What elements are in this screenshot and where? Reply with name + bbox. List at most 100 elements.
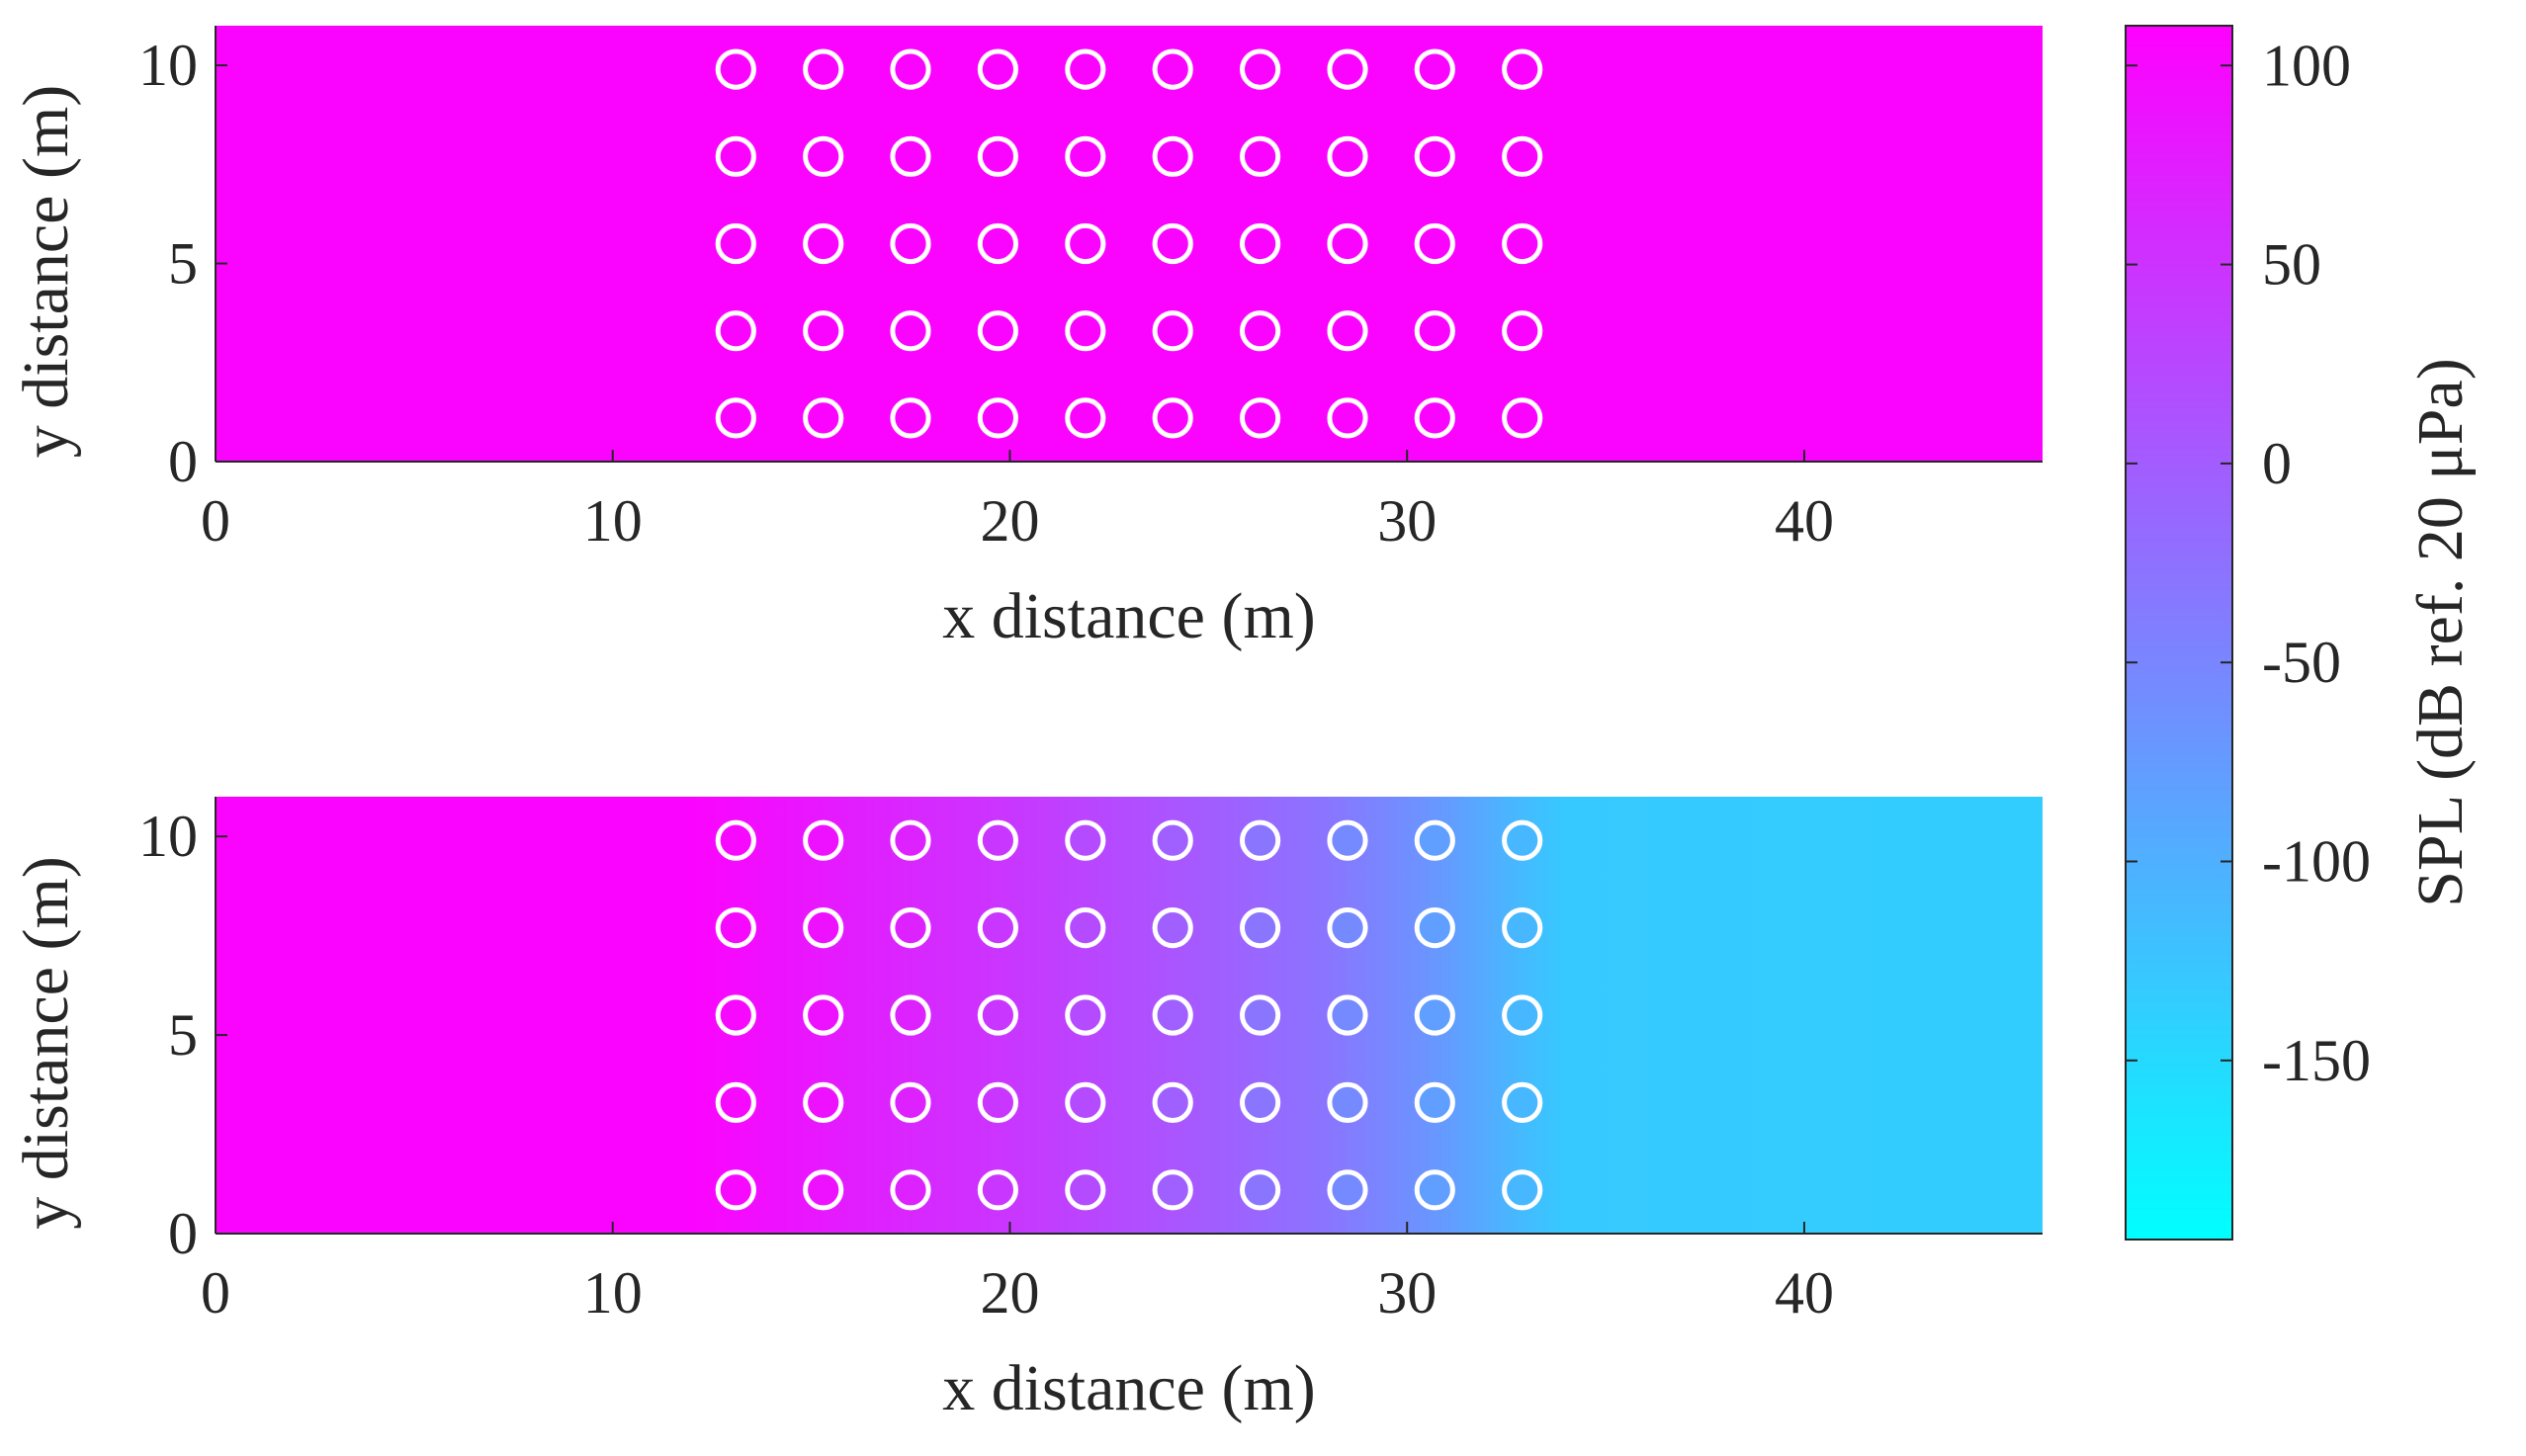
scatterer-circle <box>1065 135 1106 177</box>
scatterer-circle <box>803 994 844 1036</box>
scatterer-circle <box>1327 48 1368 90</box>
colorbar-tick-label: -150 <box>2262 1028 2371 1093</box>
scatterer-circle <box>715 222 756 265</box>
scatterer-circle <box>1240 310 1281 352</box>
scatterer-circle <box>1414 1169 1455 1211</box>
x-ticks-bottom: 0 10 20 30 40 <box>201 1222 1834 1326</box>
scatterer-circle <box>1065 48 1106 90</box>
x-tick-label: 20 <box>980 1260 1039 1326</box>
colorbar: 100 50 0 -50 -100 -150 SPL (dB ref. 20 μPa) <box>2125 25 2477 1241</box>
scatterer-circle <box>1502 135 1543 177</box>
scatterer-circle <box>1414 1081 1455 1124</box>
scatterer-circle <box>1065 994 1106 1036</box>
scatterer-circle <box>803 907 844 949</box>
scatterer-circle <box>1240 397 1281 439</box>
scatterer-circle <box>1240 819 1281 861</box>
scatterer-circle <box>1327 222 1368 265</box>
x-tick-label: 30 <box>1377 488 1437 554</box>
scatterer-circle <box>803 1081 844 1124</box>
scatterer-circle <box>977 907 1019 949</box>
scatterer-circle <box>1502 1081 1543 1124</box>
scatterer-circle <box>977 222 1019 265</box>
scatterer-grid-bottom <box>715 819 1543 1211</box>
scatterer-circle <box>1240 222 1281 265</box>
scatterer-circle <box>1152 819 1193 861</box>
scatterer-circle <box>1414 48 1455 90</box>
axes-top <box>215 26 2043 463</box>
scatterer-circle <box>1065 397 1106 439</box>
scatterer-circle <box>1327 994 1368 1036</box>
plot-area-top <box>216 26 2043 462</box>
x-tick-label: 10 <box>583 488 643 554</box>
scatterer-circle <box>890 907 931 949</box>
scatterer-circle <box>1414 819 1455 861</box>
scatterer-circle <box>1240 1169 1281 1211</box>
scatterer-circle <box>803 48 844 90</box>
scatterer-circle <box>803 135 844 177</box>
y-tick-label: 10 <box>138 33 198 98</box>
scatterer-circle <box>977 310 1019 352</box>
y-tick-label: 0 <box>168 429 198 494</box>
x-tick-label: 20 <box>980 488 1039 554</box>
x-tick-label: 40 <box>1775 488 1834 554</box>
x-ticks-top: 0 10 20 30 40 <box>201 450 1834 554</box>
scatterer-circle <box>1327 1169 1368 1211</box>
x-tick-label: 40 <box>1775 1260 1834 1326</box>
colorbar-tick-label: -100 <box>2262 829 2371 895</box>
scatterer-circle <box>1502 310 1543 352</box>
scatterer-circle <box>977 994 1019 1036</box>
scatterer-circle <box>890 1169 931 1211</box>
scatterer-circle <box>803 310 844 352</box>
scatterer-circle <box>1502 994 1543 1036</box>
scatterer-circle <box>715 1169 756 1211</box>
scatterer-grid-top <box>715 48 1543 439</box>
panel-bottom: 0 10 20 30 40 0 5 10 x distance (m) y distance… <box>10 797 2043 1424</box>
scatterer-circle <box>1502 48 1543 90</box>
scatterer-circle <box>1502 222 1543 265</box>
scatterer-circle <box>1152 135 1193 177</box>
y-tick-label: 5 <box>168 231 198 297</box>
scatterer-circle <box>803 819 844 861</box>
x-tick-label: 30 <box>1377 1260 1437 1326</box>
scatterer-circle <box>715 135 756 177</box>
scatterer-circle <box>1327 397 1368 439</box>
scatterer-circle <box>1152 310 1193 352</box>
colorbar-tick-label: 0 <box>2262 431 2292 496</box>
scatterer-circle <box>1152 994 1193 1036</box>
scatterer-circle <box>715 907 756 949</box>
scatterer-circle <box>715 994 756 1036</box>
y-tick-label: 10 <box>138 804 198 869</box>
plot-area-bottom <box>216 797 2043 1234</box>
scatterer-circle <box>1414 907 1455 949</box>
scatterer-circle <box>890 1081 931 1124</box>
colorbar-gradient <box>2125 25 2233 1241</box>
scatterer-circle <box>977 819 1019 861</box>
scatterer-circle <box>977 1081 1019 1124</box>
scatterer-circle <box>890 310 931 352</box>
scatterer-circle <box>1152 48 1193 90</box>
scatterer-circle <box>1240 907 1281 949</box>
scatterer-circle <box>1152 397 1193 439</box>
scatterer-circle <box>1414 135 1455 177</box>
scatterer-circle <box>1502 397 1543 439</box>
scatterer-circle <box>715 1081 756 1124</box>
scatterer-circle <box>1065 310 1106 352</box>
x-axis-label-top: x distance (m) <box>942 580 1316 652</box>
scatterer-circle <box>1502 1169 1543 1211</box>
x-axis-label-bottom: x distance (m) <box>942 1352 1316 1424</box>
scatterer-circle <box>1240 1081 1281 1124</box>
scatterer-circle <box>1327 819 1368 861</box>
x-tick-label: 10 <box>583 1260 643 1326</box>
scatterer-circle <box>1502 819 1543 861</box>
y-ticks-bottom: 0 5 10 <box>138 804 227 1266</box>
scatterer-circle <box>977 1169 1019 1211</box>
scatterer-circle <box>1327 1081 1368 1124</box>
scatterer-circle <box>715 397 756 439</box>
colorbar-ticks: 100 50 0 -50 -100 -150 <box>2126 33 2371 1093</box>
scatterer-circle <box>1327 907 1368 949</box>
y-axis-label-top: y distance (m) <box>10 85 82 459</box>
scatterer-circle <box>1152 907 1193 949</box>
scatterer-circle <box>1065 819 1106 861</box>
colorbar-tick-label: 50 <box>2262 232 2321 298</box>
